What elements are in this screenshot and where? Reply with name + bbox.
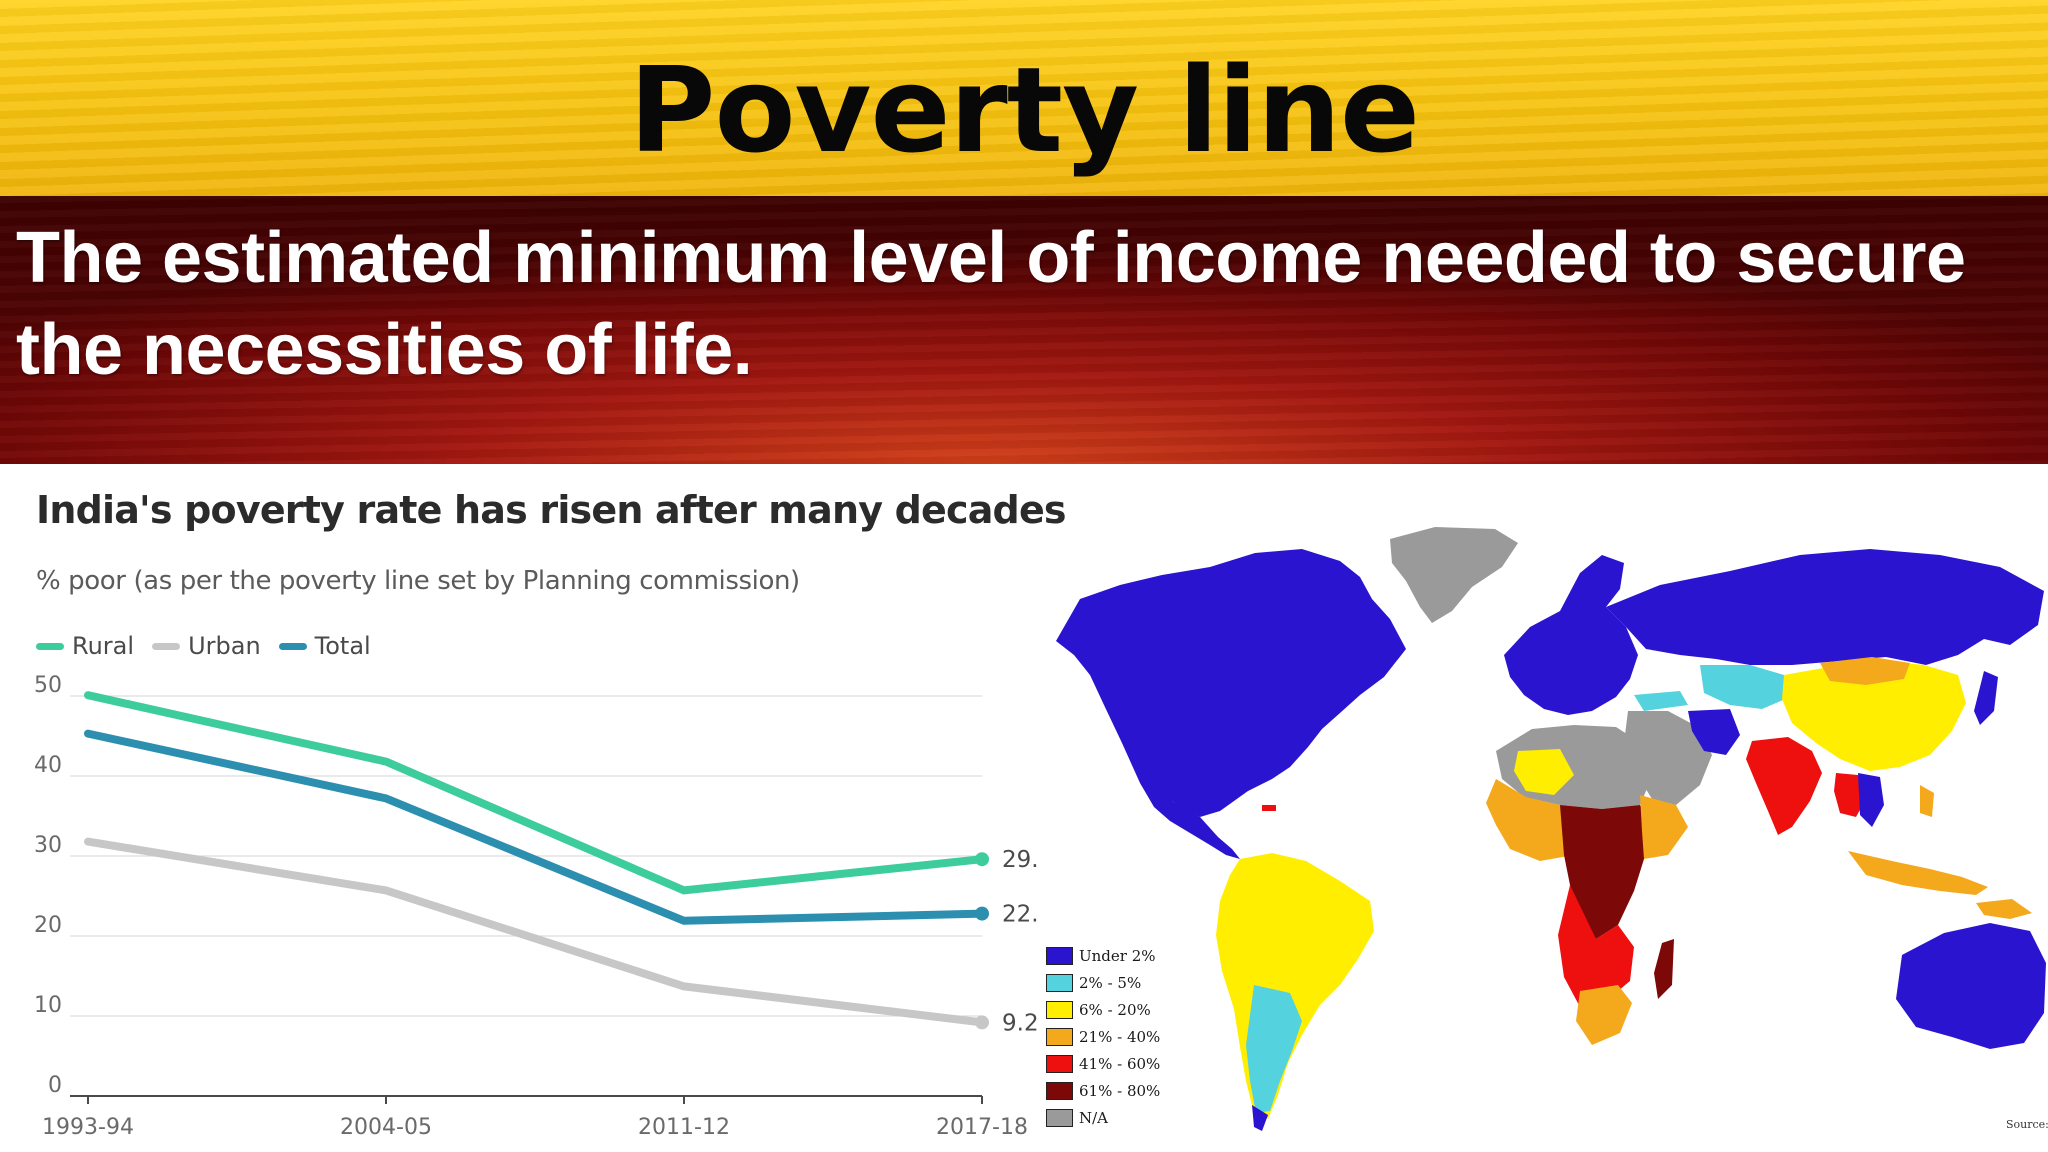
end-label-rural: 29.6 bbox=[1002, 847, 1040, 873]
y-tick-label: 30 bbox=[34, 833, 62, 858]
indonesia-shape bbox=[1848, 851, 1988, 895]
map-legend-row: N/A bbox=[1046, 1104, 1160, 1131]
y-tick-label: 10 bbox=[34, 993, 62, 1018]
south-africa-shape bbox=[1576, 985, 1632, 1045]
map-legend-swatch bbox=[1046, 973, 1073, 992]
map-legend-label: 61% - 80% bbox=[1079, 1081, 1161, 1100]
end-label-urban: 9.2 bbox=[1002, 1010, 1039, 1036]
west-africa-shape bbox=[1486, 779, 1580, 861]
series-endpoint-urban bbox=[975, 1015, 989, 1030]
legend-swatch-rural bbox=[36, 642, 64, 650]
series-line-rural bbox=[84, 691, 986, 895]
legend-item-total: Total bbox=[278, 632, 371, 660]
map-legend-row: Under 2% bbox=[1046, 942, 1160, 969]
india-shape bbox=[1746, 737, 1822, 835]
caribbean-shape bbox=[1262, 805, 1276, 811]
north-america-shape bbox=[1056, 549, 1406, 817]
title-band: Poverty line bbox=[0, 0, 2048, 196]
russia-shape bbox=[1606, 549, 2044, 665]
x-tick-label: 1993-94 bbox=[42, 1115, 134, 1140]
chart-title: India's poverty rate has risen after man… bbox=[36, 488, 1067, 532]
southern-africa-shape bbox=[1558, 885, 1634, 1007]
end-label-total: 22.8 bbox=[1002, 902, 1040, 928]
map-legend-swatch bbox=[1046, 1000, 1073, 1019]
slide-title: Poverty line bbox=[628, 41, 1420, 179]
map-legend-label: 2% - 5% bbox=[1079, 973, 1142, 992]
map-legend-row: 21% - 40% bbox=[1046, 1023, 1160, 1050]
south-america-tip-shape bbox=[1252, 1105, 1268, 1131]
southeast-asia-shape bbox=[1834, 773, 1866, 817]
map-legend-row: 61% - 80% bbox=[1046, 1077, 1160, 1104]
y-tick-label: 40 bbox=[34, 753, 62, 778]
map-legend: Under 2% 2% - 5% 6% - 20% 21% - 40% 41% … bbox=[1046, 942, 1160, 1131]
southern-cone-shape bbox=[1246, 985, 1302, 1113]
scandinavia-shape bbox=[1560, 555, 1624, 611]
world-map bbox=[1056, 527, 2046, 1131]
map-legend-row: 41% - 60% bbox=[1046, 1050, 1160, 1077]
central-america-shape bbox=[1140, 783, 1240, 859]
south-america-shape bbox=[1216, 853, 1374, 1119]
legend-label-total: Total bbox=[314, 632, 371, 660]
chart-subtitle: % poor (as per the poverty line set by P… bbox=[36, 566, 800, 596]
japan-shape bbox=[1974, 671, 1998, 725]
definition-band: The estimated minimum level of income ne… bbox=[0, 196, 2048, 464]
legend-item-urban: Urban bbox=[152, 632, 261, 660]
y-tick-label: 20 bbox=[34, 913, 62, 938]
chart-legend: Rural Urban Total bbox=[36, 628, 389, 664]
map-legend-label: N/A bbox=[1079, 1108, 1109, 1127]
central-africa-shape bbox=[1560, 805, 1654, 939]
philippines-shape bbox=[1920, 785, 1934, 817]
turkey-shape bbox=[1634, 691, 1688, 711]
y-tick-label: 0 bbox=[48, 1073, 62, 1098]
series-line-total bbox=[84, 729, 986, 925]
series-endpoint-rural bbox=[975, 852, 989, 867]
indochina-shape bbox=[1858, 773, 1884, 827]
australia-shape bbox=[1896, 923, 2046, 1049]
map-legend-label: 21% - 40% bbox=[1079, 1027, 1161, 1046]
map-legend-row: 2% - 5% bbox=[1046, 969, 1160, 996]
x-tick-label: 2017-18 bbox=[936, 1115, 1028, 1140]
madagascar-shape bbox=[1654, 939, 1674, 999]
map-legend-swatch bbox=[1046, 1054, 1073, 1073]
mongolia-shape bbox=[1820, 657, 1910, 685]
map-legend-swatch bbox=[1046, 946, 1073, 965]
map-legend-label: Under 2% bbox=[1079, 946, 1156, 965]
legend-label-rural: Rural bbox=[72, 632, 135, 660]
map-legend-swatch bbox=[1046, 1081, 1073, 1100]
china-shape bbox=[1782, 661, 1966, 771]
greenland-shape bbox=[1390, 527, 1518, 623]
legend-swatch-urban bbox=[152, 642, 181, 650]
map-legend-row: 6% - 20% bbox=[1046, 996, 1160, 1023]
label-layer: 0 10 20 30 40 50 1993-94 2004-05 2011-12 2017-18 9… bbox=[34, 673, 1040, 1140]
series-line-urban bbox=[84, 837, 986, 1027]
new-guinea-shape bbox=[1976, 899, 2032, 919]
europe-shape bbox=[1504, 599, 1638, 715]
series-endpoint-total bbox=[975, 906, 989, 921]
legend-swatch-total bbox=[278, 642, 307, 650]
y-tick-label: 50 bbox=[34, 673, 62, 698]
line-chart: 0 10 20 30 40 50 1993-94 2004-05 2011-12 2017-18 9… bbox=[34, 673, 1040, 1140]
map-legend-swatch bbox=[1046, 1027, 1073, 1046]
x-tick-label: 2004-05 bbox=[340, 1115, 432, 1140]
central-asia-shape bbox=[1700, 665, 1790, 709]
legend-item-rural: Rural bbox=[36, 632, 134, 660]
map-source: Source: U bbox=[2006, 1118, 2048, 1131]
definition-text: The estimated minimum level of income ne… bbox=[16, 218, 1966, 390]
map-legend-label: 6% - 20% bbox=[1079, 1000, 1151, 1019]
map-legend-label: 41% - 60% bbox=[1079, 1054, 1161, 1073]
map-legend-swatch bbox=[1046, 1108, 1073, 1127]
x-tick-label: 2011-12 bbox=[638, 1115, 730, 1140]
sahel-shape bbox=[1514, 749, 1574, 795]
iran-shape bbox=[1688, 709, 1740, 755]
legend-label-urban: Urban bbox=[188, 632, 261, 660]
east-africa-shape bbox=[1640, 795, 1688, 859]
series-layer bbox=[84, 691, 989, 1030]
